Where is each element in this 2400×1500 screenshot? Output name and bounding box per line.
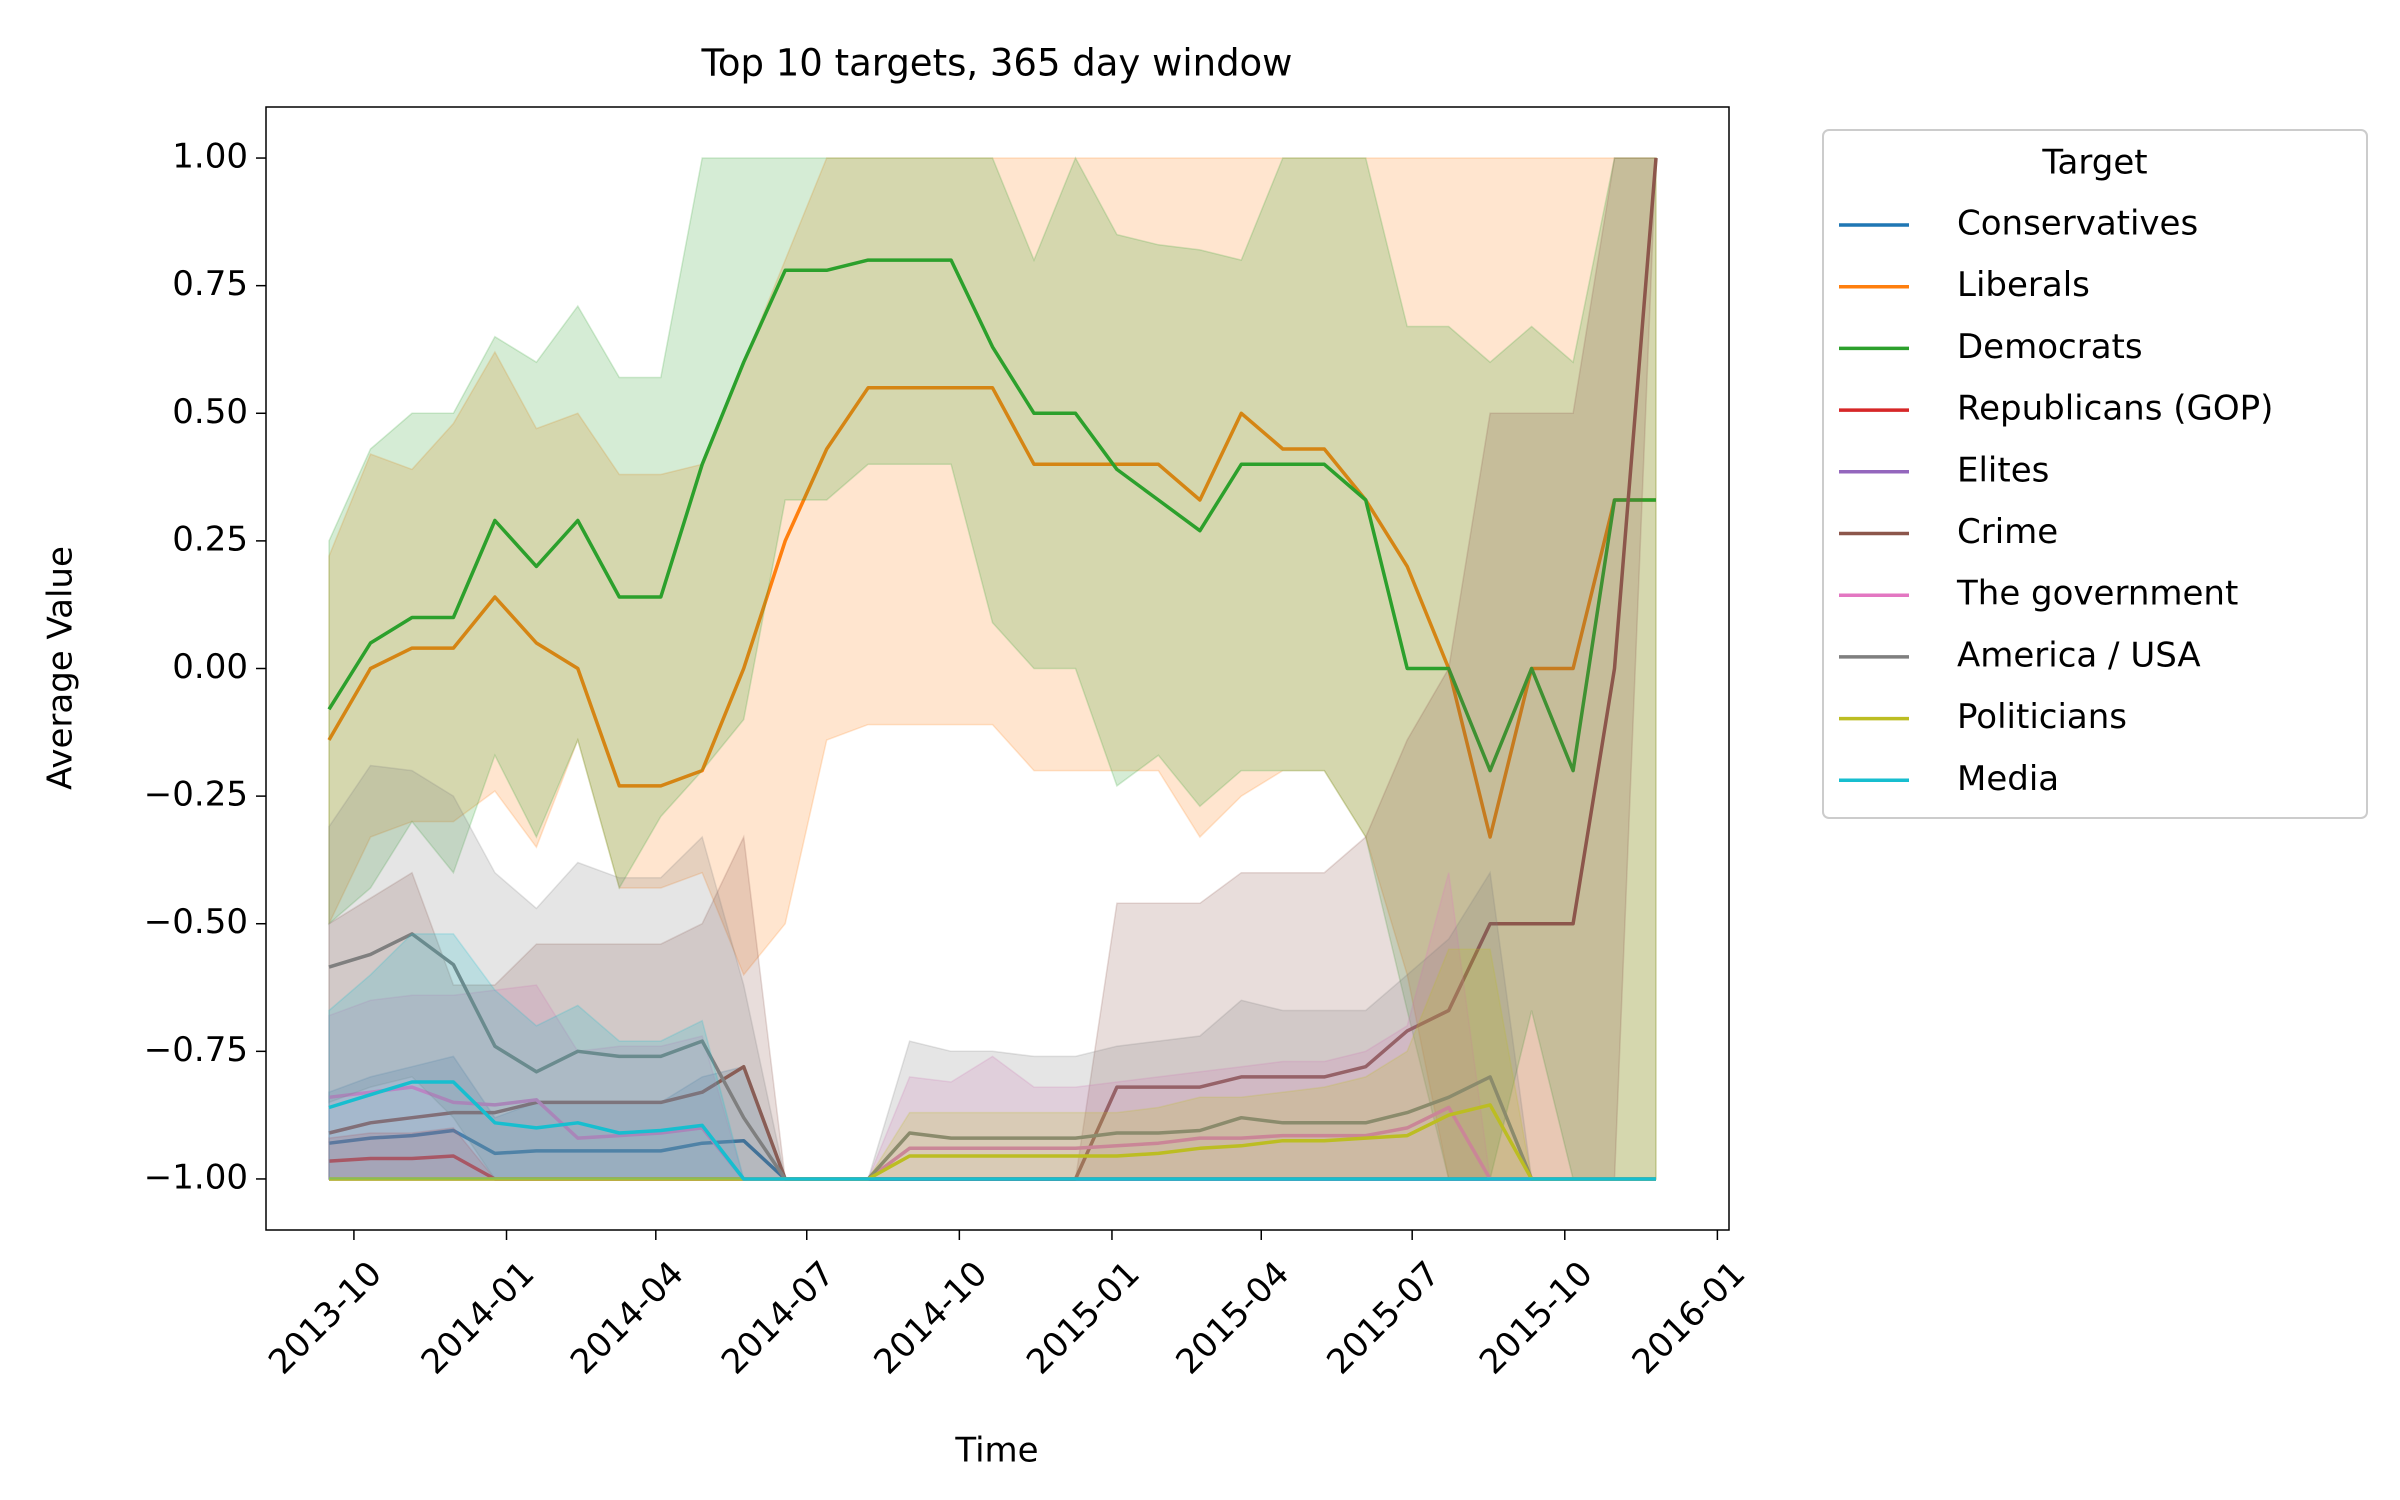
series-line	[328, 1085, 1656, 1181]
series-line	[327, 386, 1656, 839]
series-line	[327, 258, 1656, 773]
legend-label: Elites	[1957, 450, 2049, 490]
y-axis-label: Average Value	[41, 546, 81, 790]
plot-frame	[265, 106, 1730, 1231]
legend-label: Politicians	[1957, 697, 2127, 737]
legend-label: Republicans (GOP)	[1957, 389, 2273, 429]
series-line	[328, 932, 1656, 1181]
legend-box	[1822, 129, 2368, 819]
legend: Target Conservatives Liberals Democrats Repu…	[1822, 129, 2368, 819]
series-line	[328, 1080, 1656, 1181]
y-tick-label: 1.00	[172, 137, 248, 177]
legend-label: America / USA	[1957, 635, 2201, 675]
legend-title: Target	[2041, 143, 2147, 183]
x-axis-label: Time	[954, 1431, 1038, 1471]
legend-label: Liberals	[1957, 265, 2090, 305]
y-tick-label: −0.75	[144, 1030, 248, 1070]
chart-title: Top 10 targets, 365 day window	[701, 42, 1293, 85]
y-tick-label: −0.25	[144, 775, 248, 815]
series-line	[329, 1103, 1656, 1181]
y-tick-label: 0.50	[172, 392, 248, 432]
y-tick-label: 0.00	[172, 647, 248, 687]
y-tick-label: 0.25	[172, 519, 248, 559]
legend-label: The government	[1956, 574, 2238, 614]
legend-label: Crime	[1957, 512, 2058, 552]
legend-label: Democrats	[1957, 327, 2143, 367]
y-tick-label: 0.75	[172, 264, 248, 304]
legend-label: Media	[1957, 759, 2059, 799]
y-tick-label: −1.00	[144, 1157, 248, 1197]
y-tick-label: −0.50	[144, 902, 248, 942]
legend-label: Conservatives	[1957, 204, 2198, 244]
